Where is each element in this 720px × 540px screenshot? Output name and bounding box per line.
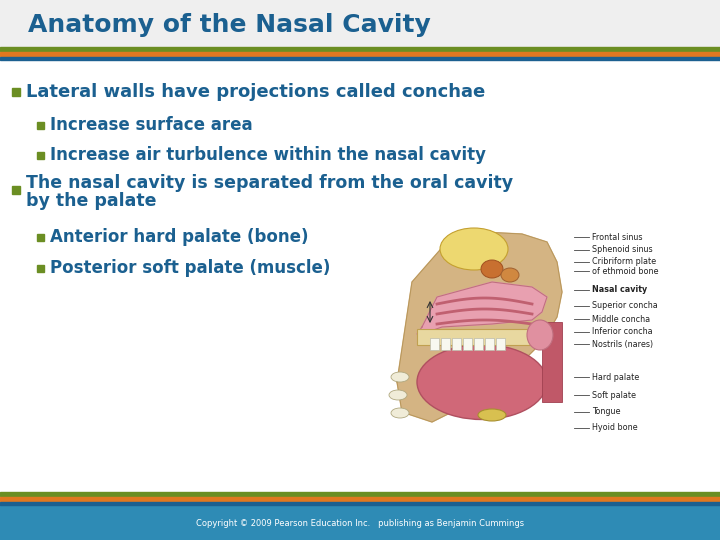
Bar: [417, 329, 547, 345]
Text: Nasal cavity: Nasal cavity: [592, 286, 647, 294]
Bar: [0, 497, 720, 501]
Bar: [474, 338, 483, 350]
Text: Cribriform plate: Cribriform plate: [592, 258, 656, 267]
Text: of ethmoid bone: of ethmoid bone: [592, 267, 659, 275]
Ellipse shape: [417, 345, 547, 420]
Bar: [0, 52, 720, 56]
Ellipse shape: [440, 228, 508, 270]
Polygon shape: [417, 282, 547, 334]
Text: Anatomy of the Nasal Cavity: Anatomy of the Nasal Cavity: [28, 13, 431, 37]
Text: Lateral walls have projections called conchae: Lateral walls have projections called co…: [26, 83, 485, 101]
Text: Hard palate: Hard palate: [592, 373, 639, 381]
Bar: [0, 57, 720, 60]
Text: Tongue: Tongue: [592, 408, 621, 416]
Text: Soft palate: Soft palate: [592, 390, 636, 400]
Bar: [0, 47, 720, 51]
Text: Inferior concha: Inferior concha: [592, 327, 652, 336]
Bar: [37, 122, 43, 129]
Text: Anterior hard palate (bone): Anterior hard palate (bone): [50, 228, 308, 246]
Text: Posterior soft palate (muscle): Posterior soft palate (muscle): [50, 259, 330, 277]
Bar: [452, 338, 461, 350]
Ellipse shape: [389, 390, 407, 400]
Ellipse shape: [527, 320, 553, 350]
Text: Frontal sinus: Frontal sinus: [592, 233, 642, 241]
Text: Increase air turbulence within the nasal cavity: Increase air turbulence within the nasal…: [50, 146, 486, 164]
Text: Hyoid bone: Hyoid bone: [592, 423, 638, 433]
Text: Nostrils (nares): Nostrils (nares): [592, 340, 653, 348]
Bar: [430, 338, 439, 350]
Text: Increase surface area: Increase surface area: [50, 116, 253, 134]
Bar: [37, 152, 43, 159]
Text: Middle concha: Middle concha: [592, 314, 650, 323]
Ellipse shape: [391, 408, 409, 418]
Bar: [463, 338, 472, 350]
Bar: [0, 502, 720, 505]
Bar: [0, 492, 720, 496]
Ellipse shape: [481, 260, 503, 278]
Text: Superior concha: Superior concha: [592, 301, 658, 310]
Bar: [12, 88, 20, 96]
Text: The nasal cavity is separated from the oral cavity: The nasal cavity is separated from the o…: [26, 174, 513, 192]
Bar: [12, 186, 20, 194]
Text: Copyright © 2009 Pearson Education Inc.   publishing as Benjamin Cummings: Copyright © 2009 Pearson Education Inc. …: [196, 518, 524, 528]
Bar: [496, 338, 505, 350]
Ellipse shape: [391, 372, 409, 382]
Bar: [37, 265, 43, 272]
Text: Sphenoid sinus: Sphenoid sinus: [592, 246, 652, 254]
Bar: [0, 0, 720, 50]
Bar: [542, 322, 562, 402]
Text: by the palate: by the palate: [26, 192, 156, 210]
Ellipse shape: [478, 409, 506, 421]
Bar: [0, 505, 720, 540]
Bar: [485, 338, 494, 350]
Ellipse shape: [501, 268, 519, 282]
Bar: [441, 338, 450, 350]
Polygon shape: [397, 232, 562, 422]
Bar: [37, 233, 43, 240]
